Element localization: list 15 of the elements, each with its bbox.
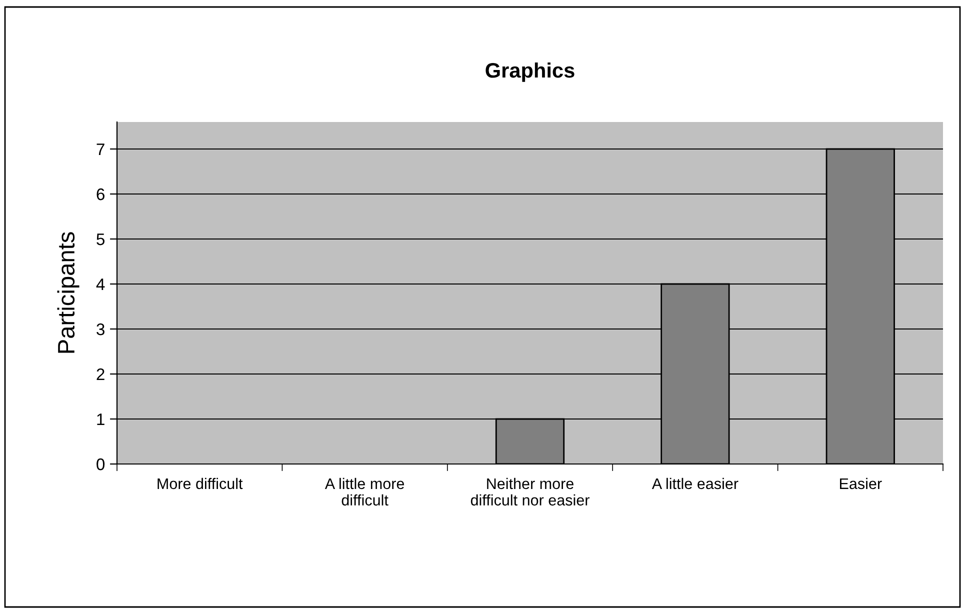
y-tick-label: 2 <box>96 368 104 380</box>
x-tick-label: More difficult <box>158 478 243 490</box>
y-tick-label: 0 <box>96 458 105 470</box>
y-tick-label: 6 <box>96 188 104 200</box>
y-tick-label: 5 <box>96 234 104 246</box>
y-tick-label: 7 <box>96 144 104 156</box>
x-tick-label: Easier <box>840 478 882 490</box>
y-tick-label: 3 <box>96 323 104 336</box>
chart-title: Graphics <box>486 62 574 82</box>
x-tick-label: Neither more difficult nor easier <box>470 478 590 506</box>
y-axis-title: Participants <box>57 232 80 353</box>
y-tick-label: 1 <box>97 414 104 426</box>
x-tick-label: A little easier <box>652 478 738 490</box>
y-tick-label: 4 <box>96 278 105 290</box>
x-tick-label: A little more difficult <box>324 478 404 506</box>
